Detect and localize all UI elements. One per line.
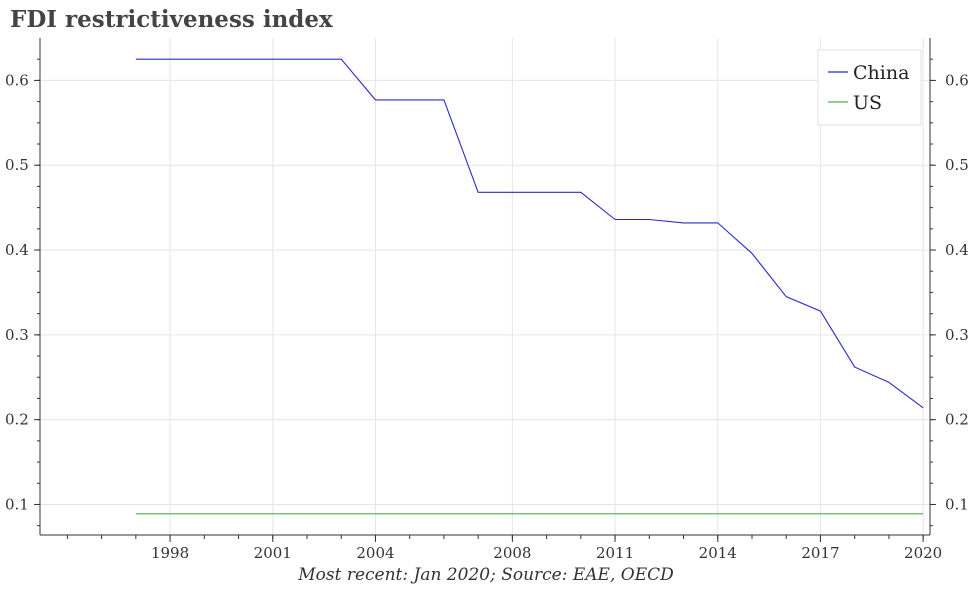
y-tick-label-right: 0.6 — [945, 71, 969, 89]
x-tick-label: 1998 — [151, 544, 189, 562]
x-tick-label: 2008 — [493, 544, 531, 562]
y-tick-label-left: 0.5 — [5, 156, 29, 174]
y-tick-label-right: 0.1 — [945, 495, 969, 513]
legend-box — [817, 49, 922, 126]
x-tick-label: 2014 — [699, 544, 737, 562]
y-tick-label-left: 0.1 — [5, 495, 29, 513]
y-tick-label-left: 0.6 — [5, 71, 29, 89]
y-tick-label-right: 0.2 — [945, 411, 969, 429]
legend-label-us: US — [853, 92, 882, 114]
y-tick-label-left: 0.4 — [5, 241, 29, 259]
chart-title: FDI restrictiveness index — [10, 6, 333, 33]
legend-label-china: China — [853, 62, 909, 84]
x-tick-label: 2011 — [596, 544, 634, 562]
series-line-china — [135, 58, 924, 409]
x-tick-label: 2001 — [254, 544, 292, 562]
y-tick-label-right: 0.5 — [945, 156, 969, 174]
x-tick-label: 2017 — [801, 544, 839, 562]
y-tick-label-left: 0.3 — [5, 326, 29, 344]
y-tick-label-right: 0.3 — [945, 326, 969, 344]
chart-caption: Most recent: Jan 2020; Source: EAE, OECD — [298, 565, 674, 585]
x-tick-label: 2004 — [356, 544, 394, 562]
y-tick-label-left: 0.2 — [5, 411, 29, 429]
y-tick-label-right: 0.4 — [945, 241, 969, 259]
x-tick-label: 2020 — [904, 544, 942, 562]
